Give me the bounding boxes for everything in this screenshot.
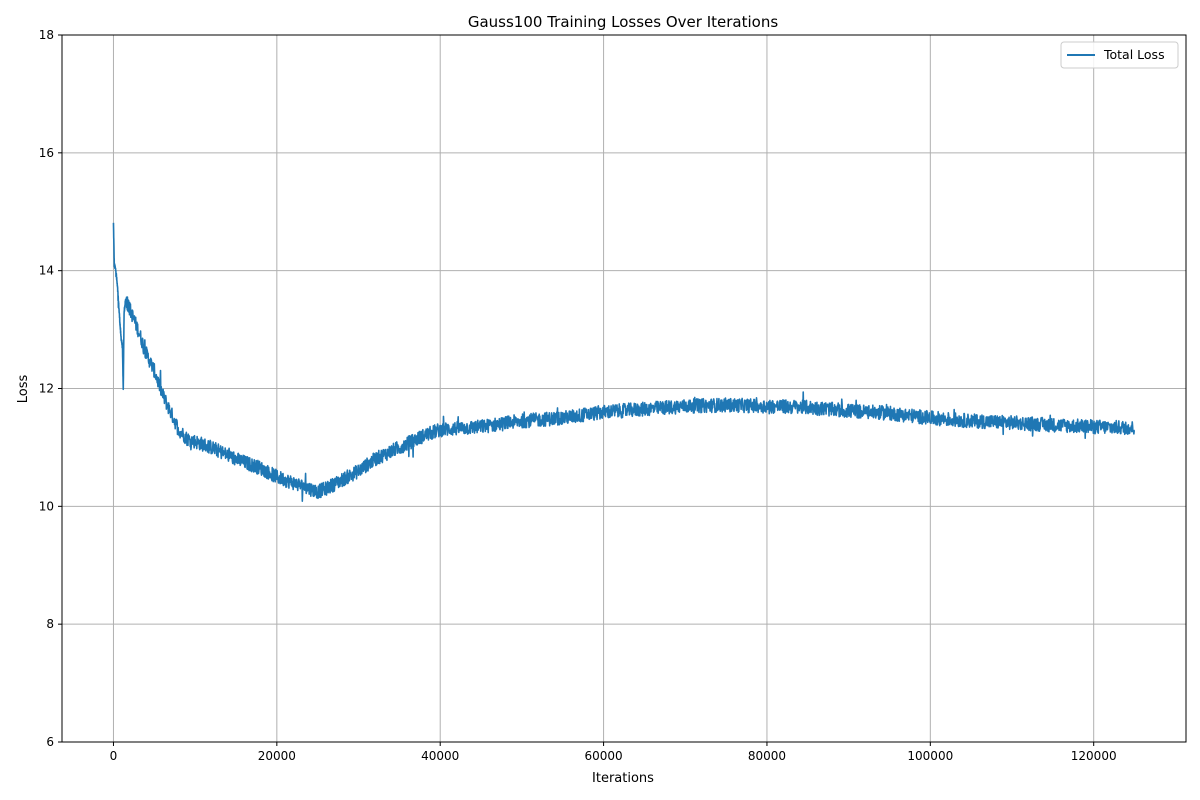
x-tick-label: 80000 — [748, 749, 786, 763]
x-tick-label: 40000 — [421, 749, 459, 763]
x-tick-label: 120000 — [1071, 749, 1117, 763]
y-tick-label: 16 — [39, 146, 54, 160]
x-tick-label: 0 — [110, 749, 118, 763]
legend-box — [1060, 41, 1179, 69]
y-tick-label: 18 — [39, 28, 54, 42]
y-tick-label: 8 — [46, 617, 54, 631]
y-axis-ticks: 6 8 10 12 14 16 18 — [39, 28, 62, 749]
y-tick-label: 10 — [39, 499, 54, 513]
series-line-total-loss — [112, 222, 1136, 502]
grid — [62, 34, 1186, 743]
legend: Total Loss — [1060, 41, 1179, 69]
x-tick-label: 60000 — [584, 749, 622, 763]
series-layer — [112, 222, 1136, 502]
y-tick-label: 6 — [46, 735, 54, 749]
y-tick-label: 12 — [39, 382, 54, 396]
x-axis-ticks: 0 20000 40000 60000 80000 100000 120000 — [110, 742, 1117, 763]
x-tick-label: 100000 — [907, 749, 953, 763]
legend-label: Total Loss — [1103, 47, 1165, 62]
y-tick-label: 14 — [39, 264, 54, 278]
x-axis-title: Iterations — [592, 771, 654, 786]
x-tick-label: 20000 — [258, 749, 296, 763]
chart-title: Gauss100 Training Losses Over Iterations — [468, 13, 778, 31]
y-axis-title: Loss — [16, 375, 31, 404]
